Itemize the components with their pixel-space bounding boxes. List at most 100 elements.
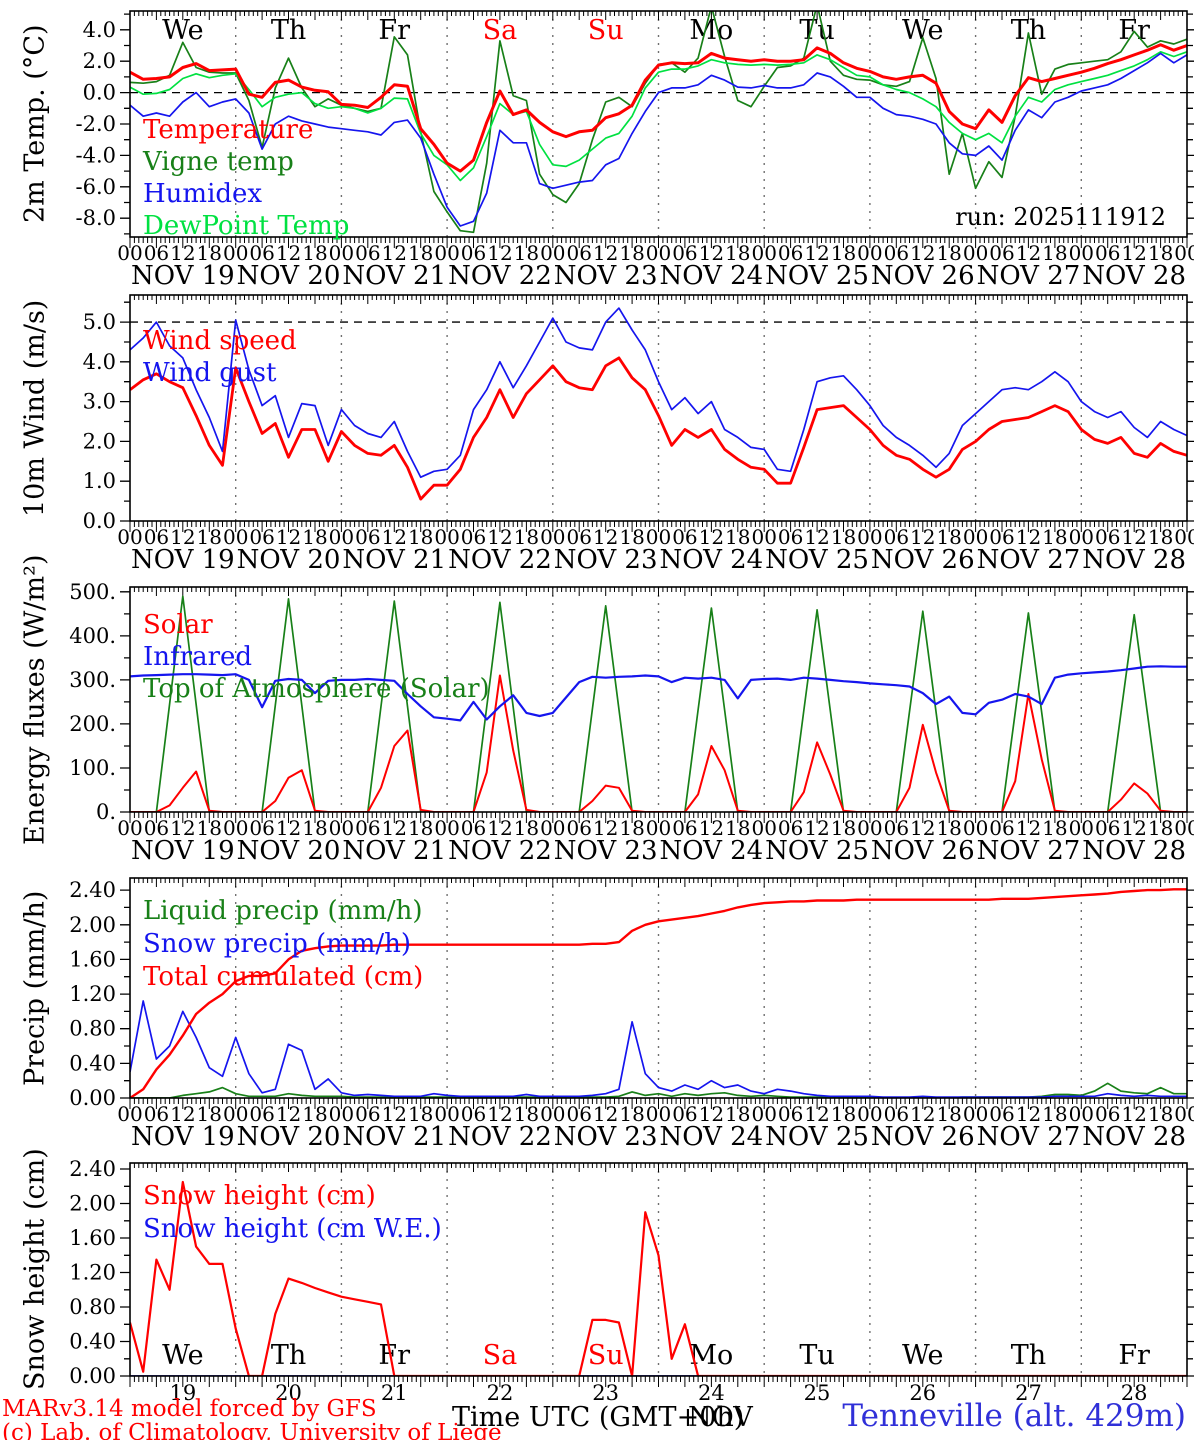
y-axis-title-wind: 10m Wind (m/s) — [19, 299, 51, 517]
svg-text:12: 12 — [910, 816, 935, 840]
svg-text:12: 12 — [170, 525, 195, 549]
svg-text:06: 06 — [672, 816, 697, 840]
svg-text:NOV 24: NOV 24 — [659, 261, 763, 291]
svg-text:00: 00 — [117, 1102, 142, 1126]
svg-text:18: 18 — [197, 525, 222, 549]
svg-text:00: 00 — [751, 1102, 776, 1126]
legend-wind-gust: Wind gust — [143, 358, 277, 388]
svg-text:18: 18 — [1042, 241, 1067, 265]
svg-text:06: 06 — [884, 241, 909, 265]
svg-text:12: 12 — [1016, 241, 1041, 265]
svg-text:24: 24 — [698, 1381, 725, 1405]
svg-text:06: 06 — [461, 816, 486, 840]
svg-text:18: 18 — [514, 241, 539, 265]
svg-text:00: 00 — [329, 816, 354, 840]
series-total-cumulated — [130, 888, 1187, 1098]
svg-text:We: We — [162, 15, 204, 46]
svg-text:06: 06 — [1095, 816, 1120, 840]
svg-text:0.00: 0.00 — [69, 1086, 116, 1110]
svg-text:06: 06 — [355, 525, 380, 549]
series-humidex — [130, 52, 1187, 227]
svg-text:18: 18 — [725, 816, 750, 840]
svg-text:2.40: 2.40 — [69, 878, 116, 902]
svg-text:00: 00 — [1174, 816, 1194, 840]
svg-text:NOV 23: NOV 23 — [554, 1122, 658, 1152]
svg-text:18: 18 — [936, 525, 961, 549]
svg-text:12: 12 — [910, 1102, 935, 1126]
svg-text:12: 12 — [1016, 525, 1041, 549]
legend-solar: Solar — [143, 610, 213, 640]
svg-text:12: 12 — [593, 241, 618, 265]
svg-text:18: 18 — [619, 816, 644, 840]
svg-text:00: 00 — [1069, 525, 1094, 549]
legend-wind-speed: Wind speed — [143, 326, 297, 356]
svg-text:12: 12 — [487, 1102, 512, 1126]
svg-text:18: 18 — [197, 816, 222, 840]
svg-text:26: 26 — [909, 1381, 936, 1405]
svg-text:NOV 21: NOV 21 — [342, 836, 446, 866]
svg-text:18: 18 — [302, 1102, 327, 1126]
svg-text:18: 18 — [1042, 816, 1067, 840]
svg-text:00: 00 — [117, 816, 142, 840]
svg-text:NOV 25: NOV 25 — [765, 836, 869, 866]
svg-text:0.80: 0.80 — [69, 1017, 116, 1041]
time-axis-label: Time UTC (GMT+0h) — [452, 1402, 745, 1433]
y-axis-title-energy: Energy fluxes (W/m²) — [19, 554, 51, 845]
svg-text:Mo: Mo — [689, 1340, 733, 1371]
series-temperature — [130, 43, 1187, 173]
svg-text:12: 12 — [276, 525, 301, 549]
svg-text:NOV 20: NOV 20 — [237, 1122, 341, 1152]
svg-text:0.0: 0.0 — [83, 509, 116, 533]
svg-text:Fr: Fr — [1118, 15, 1150, 46]
svg-text:06: 06 — [461, 241, 486, 265]
svg-text:We: We — [902, 15, 944, 46]
svg-text:1.60: 1.60 — [69, 1226, 116, 1250]
svg-text:Fr: Fr — [378, 1340, 410, 1371]
svg-text:00: 00 — [857, 241, 882, 265]
svg-text:NOV 23: NOV 23 — [554, 261, 658, 291]
svg-text:0.00: 0.00 — [69, 1364, 116, 1388]
svg-text:-2.0: -2.0 — [76, 112, 117, 136]
svg-text:NOV 19: NOV 19 — [131, 261, 235, 291]
svg-text:12: 12 — [699, 816, 724, 840]
svg-text:3.0: 3.0 — [83, 390, 116, 414]
series-wind-speed — [130, 356, 1187, 501]
svg-text:12: 12 — [804, 1102, 829, 1126]
svg-text:0.: 0. — [96, 800, 116, 824]
svg-text:12: 12 — [1121, 1102, 1146, 1126]
svg-text:4.0: 4.0 — [83, 18, 116, 42]
svg-text:06: 06 — [144, 816, 169, 840]
svg-text:00: 00 — [223, 816, 248, 840]
svg-text:06: 06 — [778, 1102, 803, 1126]
svg-text:NOV 23: NOV 23 — [554, 836, 658, 866]
svg-text:06: 06 — [144, 1102, 169, 1126]
svg-text:12: 12 — [699, 241, 724, 265]
svg-text:06: 06 — [778, 525, 803, 549]
svg-text:00: 00 — [434, 1102, 459, 1126]
svg-text:18: 18 — [725, 525, 750, 549]
svg-text:18: 18 — [619, 1102, 644, 1126]
svg-text:00: 00 — [223, 1102, 248, 1126]
svg-text:NOV 22: NOV 22 — [448, 1122, 552, 1152]
svg-text:00: 00 — [646, 816, 671, 840]
svg-text:06: 06 — [884, 816, 909, 840]
svg-text:18: 18 — [1042, 525, 1067, 549]
svg-text:00: 00 — [857, 525, 882, 549]
svg-text:18: 18 — [936, 1102, 961, 1126]
svg-text:06: 06 — [461, 1102, 486, 1126]
svg-text:18: 18 — [831, 241, 856, 265]
svg-text:2.0: 2.0 — [83, 429, 116, 453]
svg-text:12: 12 — [910, 241, 935, 265]
svg-text:20: 20 — [275, 1381, 302, 1405]
svg-text:200.: 200. — [69, 712, 116, 736]
svg-text:00: 00 — [751, 525, 776, 549]
svg-text:300.: 300. — [69, 668, 116, 692]
svg-text:2.40: 2.40 — [69, 1157, 116, 1181]
svg-text:06: 06 — [249, 241, 274, 265]
svg-text:06: 06 — [989, 1102, 1014, 1126]
station-label: Tenneville (alt. 429m) — [842, 1398, 1186, 1434]
svg-text:00: 00 — [751, 241, 776, 265]
